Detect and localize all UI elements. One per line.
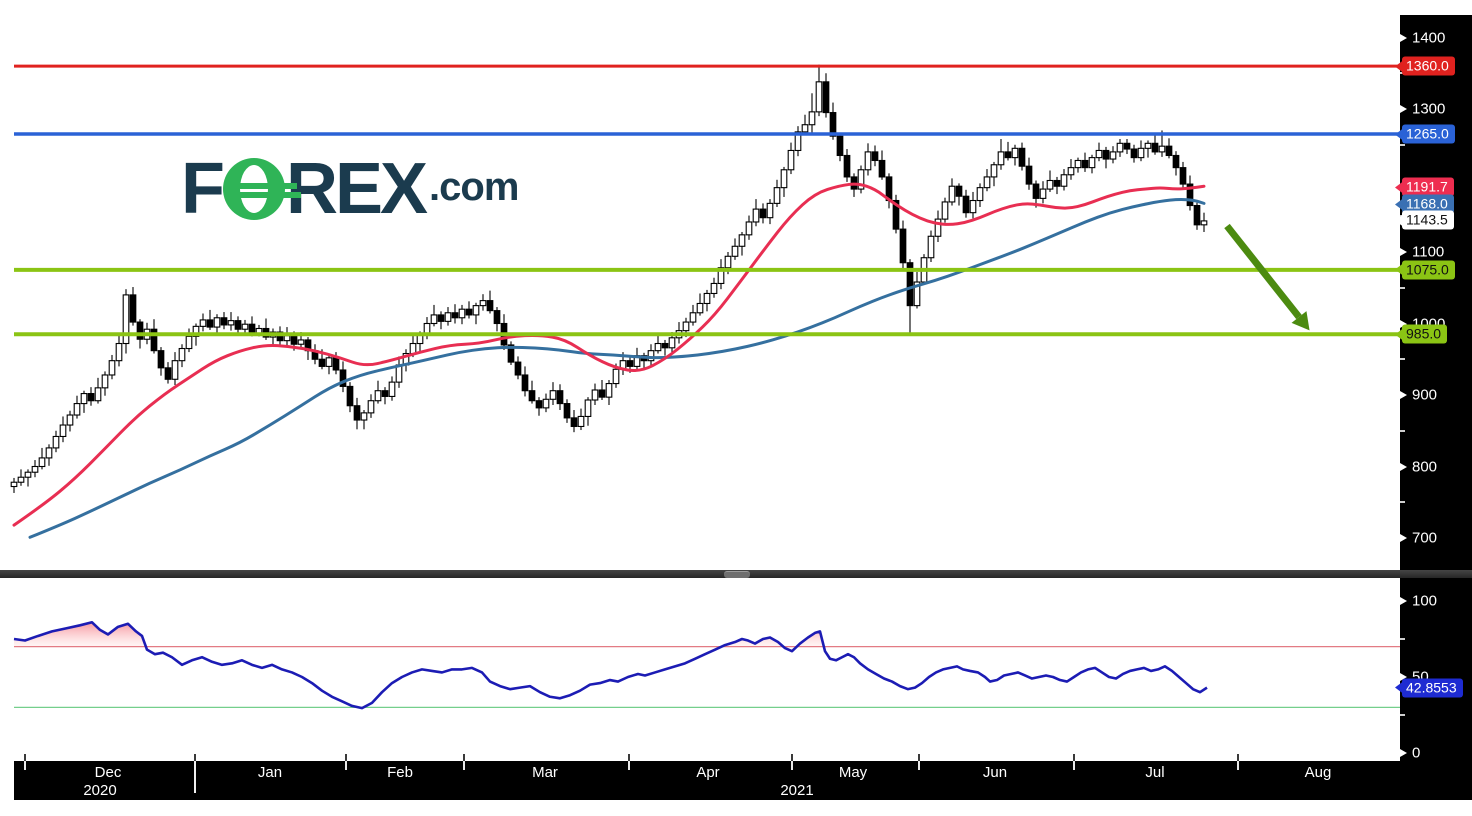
month-label-Aug: Aug bbox=[1304, 764, 1332, 781]
rsi-axis-minor-tick bbox=[1400, 714, 1405, 716]
price-axis-label: 1300 bbox=[1412, 100, 1446, 118]
time-axis-tick bbox=[194, 754, 196, 761]
price-axis-minor-tick bbox=[1400, 143, 1405, 146]
badge-notch-icon bbox=[1395, 181, 1403, 193]
month-label-Mar: Mar bbox=[532, 764, 558, 781]
logo-o-inner-oval bbox=[239, 165, 268, 213]
time-axis-tick bbox=[345, 761, 347, 770]
price-badge-1265.0[interactable]: 1265.0 bbox=[1395, 124, 1455, 144]
rsi-line[interactable] bbox=[13, 620, 1208, 710]
rsi-axis-label: 0 bbox=[1412, 744, 1421, 762]
time-axis-tick bbox=[791, 754, 793, 761]
price-axis[interactable]: 1400 1300 1100 1000 900 800 700 100 50 0 1360.0 126… bbox=[1395, 15, 1472, 762]
time-axis-tick bbox=[918, 761, 920, 770]
rsi-axis-label: 100 bbox=[1412, 592, 1438, 610]
badge-notch-icon bbox=[1395, 214, 1403, 226]
time-axis-tick bbox=[1237, 761, 1239, 770]
price-badge-1360.0[interactable]: 1360.0 bbox=[1395, 56, 1455, 76]
time-axis-tick bbox=[24, 761, 26, 770]
month-label-Jan: Jan bbox=[257, 764, 283, 781]
price-axis-label: 1400 bbox=[1412, 29, 1446, 46]
ma-fast-line[interactable] bbox=[12, 182, 1206, 527]
year-label-2021: 2021 bbox=[780, 782, 814, 799]
logo-letters-rex: REX bbox=[285, 149, 428, 229]
time-axis-tick bbox=[1073, 754, 1075, 761]
panel-resize-separator[interactable] bbox=[0, 570, 1472, 578]
logo-o-coin-icon bbox=[222, 158, 301, 220]
time-axis-tick bbox=[1237, 754, 1239, 761]
price-axis-minor-tick bbox=[1400, 286, 1405, 289]
axis-tick-arrow-icon bbox=[1400, 597, 1407, 605]
axis-tick-arrow-icon bbox=[1400, 248, 1407, 256]
time-axis-tick bbox=[463, 761, 465, 770]
badge-notch-icon bbox=[1395, 328, 1403, 341]
rsi-axis-minor-tick bbox=[1400, 638, 1405, 640]
time-axis-tick bbox=[918, 754, 920, 761]
candlestick-series[interactable] bbox=[10, 64, 1208, 493]
logo-o-bar bbox=[230, 192, 301, 198]
badge-notch-icon bbox=[1395, 263, 1403, 276]
price-badge-1191.7[interactable]: 1191.7 bbox=[1395, 177, 1454, 197]
badge-notch-icon bbox=[1395, 198, 1403, 210]
price-badge-1143.5[interactable]: 1143.5 bbox=[1395, 210, 1454, 230]
badge-notch-icon bbox=[1395, 681, 1403, 694]
year-boundary-line bbox=[194, 761, 196, 793]
logo-o-bar bbox=[230, 183, 297, 189]
axis-tick-arrow-icon bbox=[1400, 391, 1407, 399]
ma-slow-line[interactable] bbox=[28, 198, 1206, 539]
price-axis-minor-tick bbox=[1400, 501, 1405, 504]
price-badge-985.0[interactable]: 985.0 bbox=[1395, 324, 1448, 344]
axis-tick-arrow-icon bbox=[1400, 462, 1407, 471]
axis-tick-arrow-icon bbox=[1400, 673, 1407, 681]
axis-tick-arrow-icon bbox=[1400, 534, 1407, 542]
rsi-overbought-fill bbox=[14, 622, 824, 647]
time-axis-tick bbox=[463, 754, 465, 761]
month-label-Jul: Jul bbox=[1145, 764, 1165, 781]
logo-dot-com: .com bbox=[429, 164, 519, 209]
price-axis-label: 800 bbox=[1412, 458, 1438, 475]
time-axis-tick bbox=[345, 754, 347, 761]
month-label-Apr: Apr bbox=[696, 764, 720, 781]
time-axis[interactable]: Dec Jan Feb Mar Apr May Jun Jul Aug 2020 2021 bbox=[14, 761, 1472, 800]
time-axis-tick bbox=[628, 754, 630, 761]
month-label-Jun: Jun bbox=[982, 764, 1008, 781]
price-axis-minor-tick bbox=[1400, 358, 1405, 361]
axis-tick-arrow-icon bbox=[1400, 33, 1407, 42]
time-axis-tick bbox=[628, 761, 630, 770]
month-label-Dec: Dec bbox=[94, 764, 122, 781]
time-axis-tick bbox=[24, 754, 26, 761]
down-arrow-annotation[interactable] bbox=[1224, 223, 1310, 331]
price-badge-1075.0[interactable]: 1075.0 bbox=[1395, 260, 1455, 280]
price-axis-label: 900 bbox=[1412, 386, 1438, 404]
forex-com-watermark: F REX .com bbox=[181, 149, 519, 229]
badge-notch-icon bbox=[1395, 60, 1403, 73]
badge-notch-icon bbox=[1395, 128, 1403, 141]
panel-resize-handle-icon[interactable] bbox=[724, 571, 750, 578]
logo-letter-f: F bbox=[181, 149, 225, 229]
price-badge-42.8553[interactable]: 42.8553 bbox=[1395, 678, 1463, 698]
axis-tick-arrow-icon bbox=[1400, 319, 1407, 328]
time-axis-tick bbox=[1073, 761, 1075, 770]
month-label-May: May bbox=[838, 764, 868, 781]
price-axis-label: 700 bbox=[1412, 529, 1438, 547]
axis-tick-arrow-icon bbox=[1400, 749, 1407, 757]
axis-tick-arrow-icon bbox=[1400, 105, 1407, 113]
month-label-Feb: Feb bbox=[387, 764, 413, 781]
price-axis-label: 1100 bbox=[1412, 243, 1445, 261]
year-label-2020: 2020 bbox=[83, 782, 117, 799]
price-badge-1168.0[interactable]: 1168.0 bbox=[1395, 194, 1454, 214]
time-axis-tick bbox=[791, 761, 793, 770]
price-axis-minor-tick bbox=[1400, 429, 1405, 432]
